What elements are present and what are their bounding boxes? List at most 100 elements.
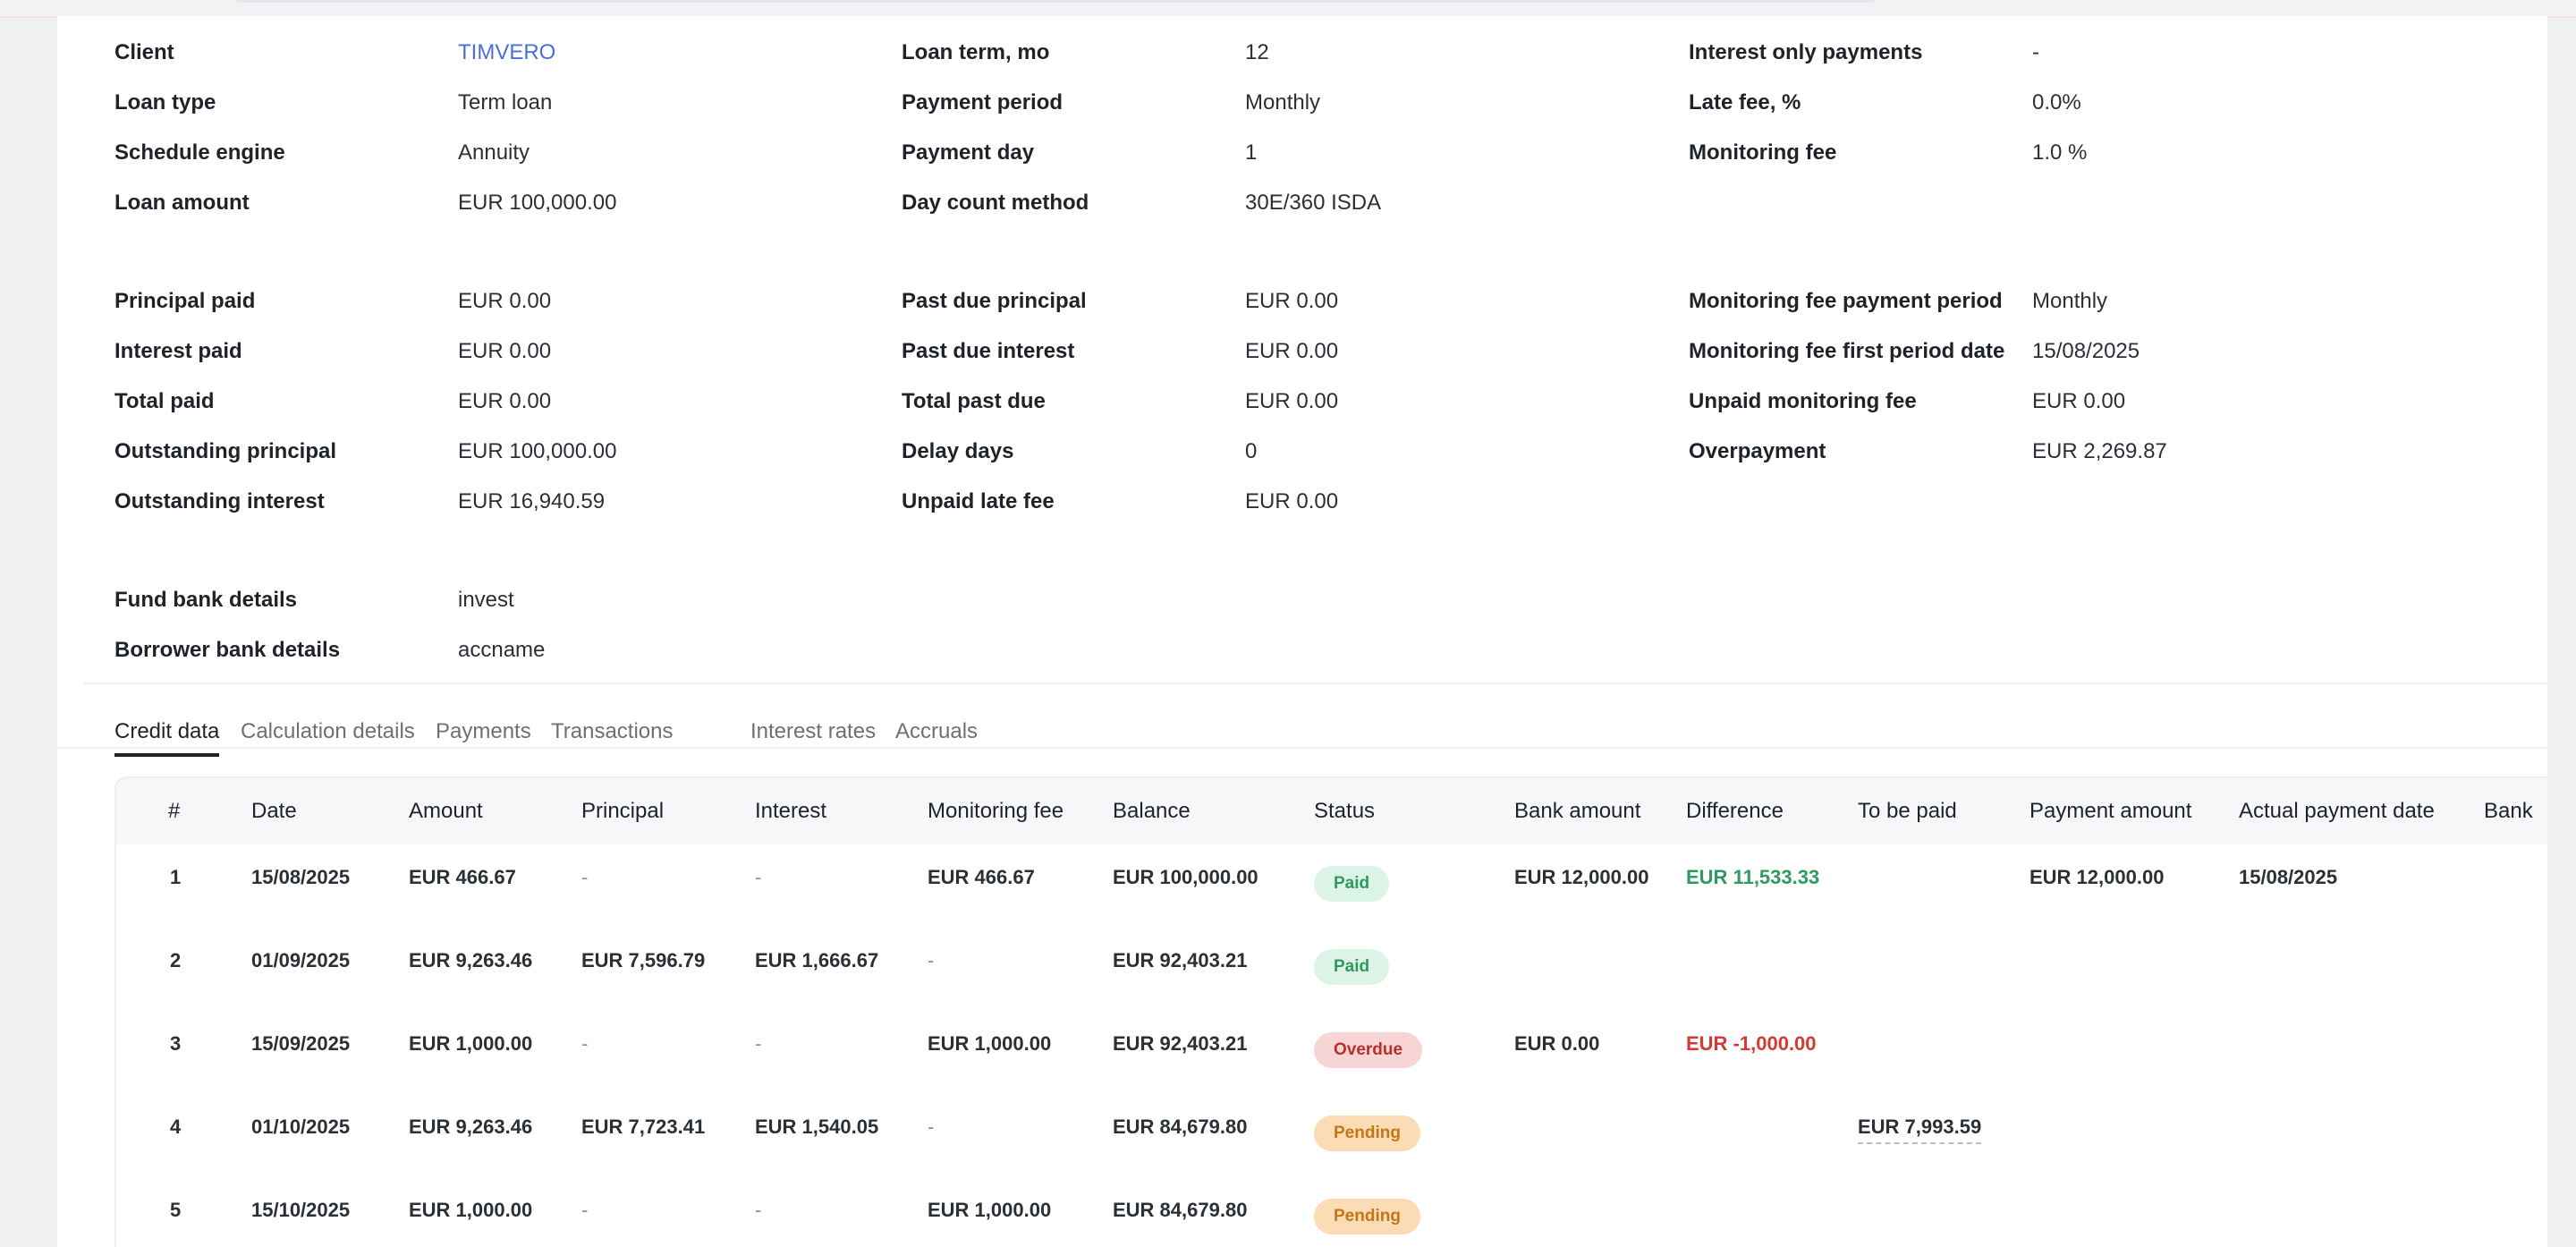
- tab-calculation-details[interactable]: Calculation details: [241, 719, 415, 743]
- column-header-bank-amount[interactable]: Bank amount: [1514, 799, 1641, 823]
- cell-date: 15/09/2025: [251, 1032, 351, 1055]
- cell-amount: EUR 1,000.00: [409, 1032, 533, 1055]
- info-value: EUR 0.00: [1245, 489, 1339, 513]
- info-value: accname: [458, 638, 546, 662]
- info-label: Client: [114, 40, 174, 64]
- cell-interest: -: [755, 1199, 762, 1221]
- info-value: EUR 0.00: [1245, 389, 1339, 413]
- cell-balance: EUR 84,679.80: [1113, 1116, 1248, 1138]
- info-value: 1.0 %: [2032, 140, 2088, 165]
- cell-date: 01/10/2025: [251, 1116, 351, 1138]
- info-label: Interest paid: [114, 339, 242, 363]
- cell-to-be-paid[interactable]: EUR 7,993.59: [1858, 1114, 1982, 1144]
- client-link[interactable]: TIMVERO: [458, 40, 556, 64]
- cell-amount: EUR 9,263.46: [409, 1116, 533, 1138]
- cell-interest: EUR 1,666.67: [755, 949, 879, 971]
- cell-number: 1: [170, 866, 182, 888]
- cell-date: 15/10/2025: [251, 1199, 351, 1221]
- info-label: Principal paid: [114, 289, 256, 313]
- cell-number: 2: [170, 949, 182, 971]
- top-scroll-strip: [0, 0, 2576, 18]
- info-label: Loan amount: [114, 191, 250, 215]
- cell-monitoring-fee: EUR 466.67: [928, 866, 1035, 888]
- info-value: 15/08/2025: [2032, 339, 2140, 363]
- info-label: Late fee, %: [1689, 90, 1801, 115]
- section-divider: [84, 683, 2547, 684]
- column-header-number[interactable]: #: [168, 799, 181, 823]
- status-badge: Paid: [1314, 949, 1390, 985]
- cell-bank-amount: EUR 12,000.00: [1514, 866, 1649, 888]
- column-header-to-be-paid[interactable]: To be paid: [1858, 799, 1957, 823]
- credit-data-table: # Date Amount Principal Interest Monitor…: [114, 776, 2547, 1247]
- column-header-date[interactable]: Date: [251, 799, 297, 823]
- column-header-balance[interactable]: Balance: [1113, 799, 1191, 823]
- info-value: 0.0%: [2032, 90, 2081, 115]
- cell-interest: EUR 1,540.05: [755, 1116, 879, 1138]
- table-row[interactable]: 1 15/08/2025 EUR 466.67 - - EUR 466.67 E…: [116, 844, 2547, 928]
- status-badge: Pending: [1314, 1199, 1420, 1234]
- column-header-amount[interactable]: Amount: [409, 799, 483, 823]
- info-value: EUR 0.00: [458, 339, 552, 363]
- column-header-difference[interactable]: Difference: [1686, 799, 1784, 823]
- info-label: Loan term, mo: [902, 40, 1050, 64]
- info-label: Borrower bank details: [114, 638, 341, 662]
- info-value: Term loan: [458, 90, 553, 115]
- tab-accruals[interactable]: Accruals: [895, 719, 979, 743]
- cell-amount: EUR 1,000.00: [409, 1199, 533, 1221]
- cell-balance: EUR 92,403.21: [1113, 949, 1248, 971]
- tab-interest-rates[interactable]: Interest rates: [750, 719, 877, 743]
- info-label: Unpaid late fee: [902, 489, 1055, 513]
- info-label: Past due interest: [902, 339, 1075, 363]
- top-strip-inner: [237, 0, 1874, 3]
- status-badge: Paid: [1314, 866, 1390, 902]
- info-label: Loan type: [114, 90, 216, 115]
- tab-payments[interactable]: Payments: [436, 719, 531, 743]
- info-label: Monitoring fee payment period: [1689, 289, 2003, 313]
- status-badge: Pending: [1314, 1116, 1420, 1151]
- column-header-monitoring-fee[interactable]: Monitoring fee: [928, 799, 1064, 823]
- loan-details-panel: Client TIMVERO Loan type Term loan Sched…: [57, 16, 2547, 1247]
- tab-credit-data[interactable]: Credit data: [114, 710, 220, 757]
- cell-number: 4: [170, 1116, 182, 1138]
- cell-amount: EUR 466.67: [409, 866, 516, 888]
- info-value: -: [2032, 40, 2039, 64]
- cell-difference: EUR 11,533.33: [1686, 866, 1820, 888]
- info-value: EUR 2,269.87: [2032, 439, 2167, 463]
- info-label: Delay days: [902, 439, 1014, 463]
- cell-bank-amount: EUR 0.00: [1514, 1032, 1600, 1055]
- info-value: EUR 0.00: [1245, 289, 1339, 313]
- info-label: Past due principal: [902, 289, 1087, 313]
- column-header-interest[interactable]: Interest: [755, 799, 827, 823]
- info-value: 12: [1245, 40, 1269, 64]
- tab-transactions[interactable]: Transactions: [551, 719, 674, 743]
- table-row[interactable]: 3 15/09/2025 EUR 1,000.00 - - EUR 1,000.…: [116, 1011, 2547, 1094]
- table-row[interactable]: 2 01/09/2025 EUR 9,263.46 EUR 7,596.79 E…: [116, 928, 2547, 1011]
- info-label: Outstanding principal: [114, 439, 337, 463]
- tabs-baseline: [57, 747, 2547, 749]
- info-label: Day count method: [902, 191, 1089, 215]
- column-header-actual-payment-date[interactable]: Actual payment date: [2239, 799, 2435, 823]
- cell-amount: EUR 9,263.46: [409, 949, 533, 971]
- cell-interest: -: [755, 866, 762, 888]
- cell-principal: -: [581, 866, 589, 888]
- cell-principal: -: [581, 1199, 589, 1221]
- info-value: EUR 100,000.00: [458, 439, 617, 463]
- info-value: EUR 100,000.00: [458, 191, 617, 215]
- cell-actual-payment-date: 15/08/2025: [2239, 866, 2338, 888]
- info-value: EUR 0.00: [458, 289, 552, 313]
- column-header-status[interactable]: Status: [1314, 799, 1376, 823]
- column-header-bank[interactable]: Bank: [2484, 799, 2533, 823]
- info-value: 30E/360 ISDA: [1245, 191, 1382, 215]
- table-row[interactable]: 5 15/10/2025 EUR 1,000.00 - - EUR 1,000.…: [116, 1177, 2547, 1247]
- table-row[interactable]: 4 01/10/2025 EUR 9,263.46 EUR 7,723.41 E…: [116, 1094, 2547, 1177]
- status-badge: Overdue: [1314, 1032, 1423, 1068]
- info-value: 1: [1245, 140, 1258, 165]
- info-value: EUR 0.00: [2032, 389, 2126, 413]
- info-label: Interest only payments: [1689, 40, 1923, 64]
- column-header-principal[interactable]: Principal: [581, 799, 665, 823]
- info-label: Unpaid monitoring fee: [1689, 389, 1917, 413]
- info-value: EUR 0.00: [1245, 339, 1339, 363]
- info-label: Payment day: [902, 140, 1035, 165]
- cell-payment-amount: EUR 12,000.00: [2029, 866, 2165, 888]
- column-header-payment-amount[interactable]: Payment amount: [2029, 799, 2192, 823]
